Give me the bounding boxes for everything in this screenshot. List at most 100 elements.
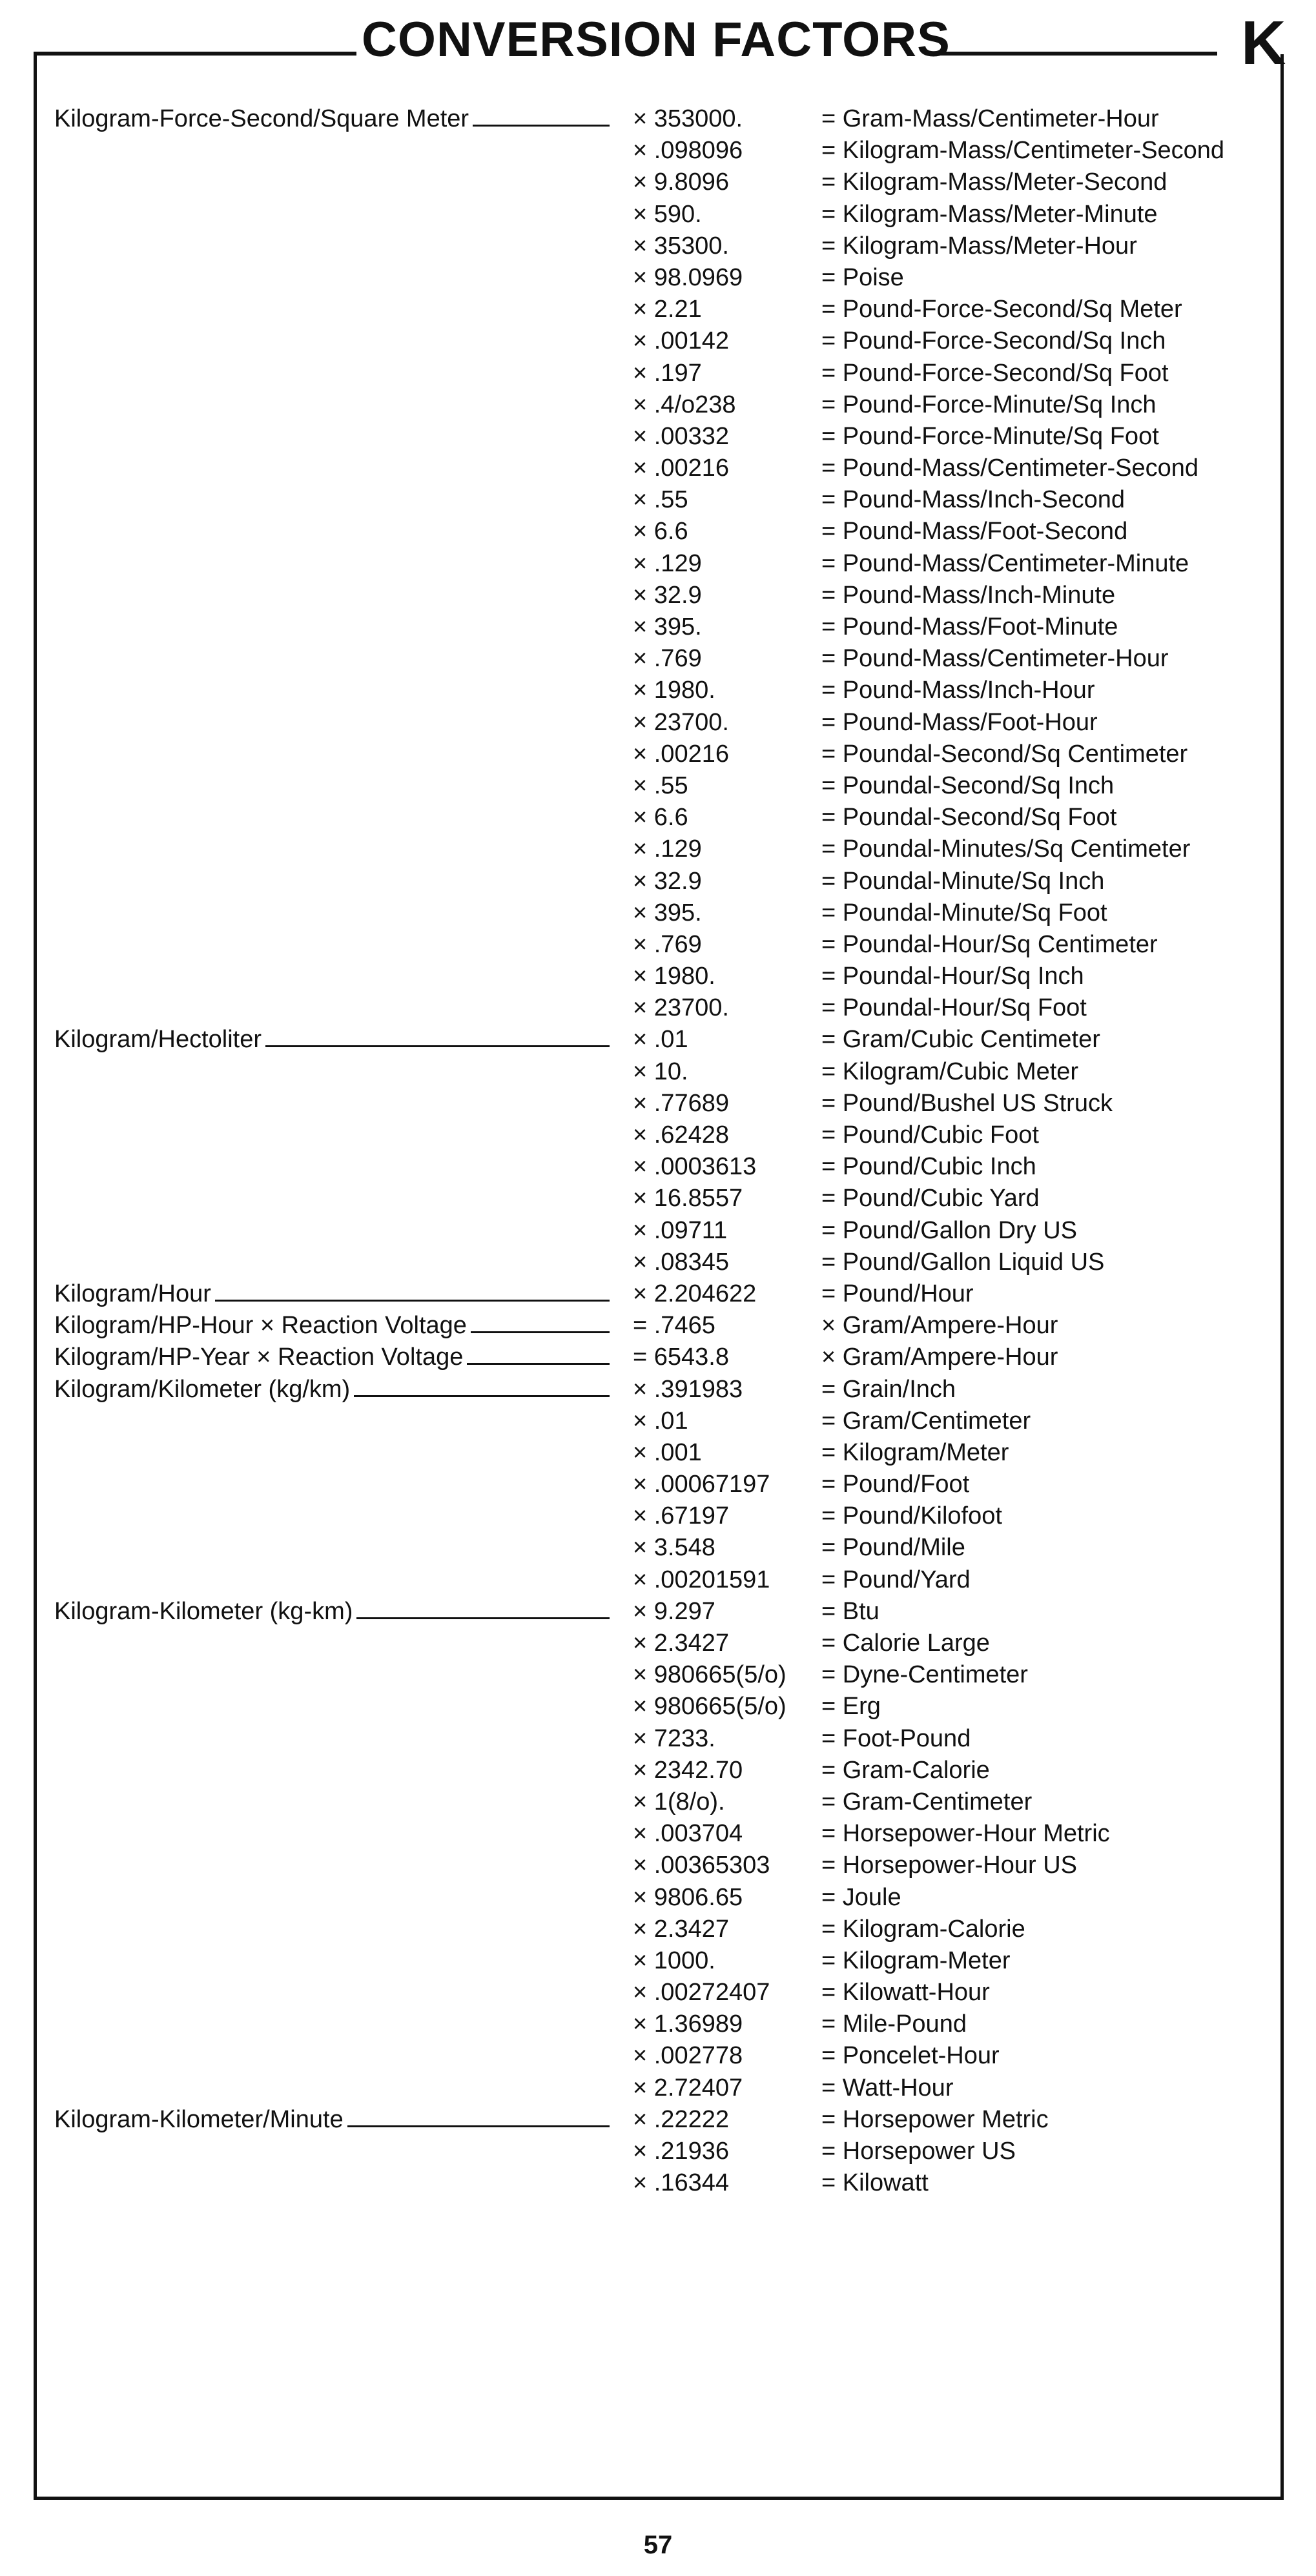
factor: × 353000. (633, 105, 743, 132)
factor: × .09711 (633, 1216, 728, 1244)
result-unit: = Poundal-Second/Sq Centimeter (821, 740, 1188, 768)
factor: × .77689 (633, 1089, 729, 1117)
factor: × .21936 (633, 2138, 729, 2165)
page-title: CONVERSION FACTORS (362, 12, 951, 67)
table-row: × .002778 = Poncelet-Hour (54, 2040, 1281, 2072)
unit-label: Kilogram/HP-Hour × Reaction Voltage (54, 1310, 610, 1342)
factor: × 32.9 (633, 581, 702, 609)
result-unit: = Gram-Calorie (821, 1756, 990, 1784)
table-row: × .09711 = Pound/Gallon Dry US (54, 1215, 1281, 1247)
table-row: Kilogram/HP-Year × Reaction Voltage = 654… (54, 1342, 1281, 1373)
result-unit: = Gram/Centimeter (821, 1407, 1031, 1435)
factor: × 98.0969 (633, 263, 743, 291)
result-unit: = Pound-Force-Second/Sq Foot (821, 359, 1169, 387)
result-unit: = Pound-Mass/Inch-Hour (821, 677, 1095, 704)
factor: × .67197 (633, 1502, 729, 1530)
table-row: × .00142 = Pound-Force-Second/Sq Inch (54, 325, 1281, 357)
result-unit: = Joule (821, 1883, 901, 1911)
table-row: × 3.548 = Pound/Mile (54, 1532, 1281, 1564)
factor: × .391983 (633, 1375, 743, 1403)
table-row: × 2.72407 = Watt-Hour (54, 2072, 1281, 2104)
unit-label-text: Kilogram/Kilometer (kg/km) (54, 1375, 351, 1403)
table-row: × 980665(5/o) = Erg (54, 1691, 1281, 1722)
table-row: × .01 = Gram/Centimeter (54, 1406, 1281, 1437)
factor: × .00365303 (633, 1852, 770, 1879)
leader-line (467, 1344, 610, 1365)
result-unit: = Erg (821, 1693, 881, 1721)
result-unit: × Gram/Ampere-Hour (821, 1344, 1058, 1371)
table-row: × .00332 = Pound-Force-Minute/Sq Foot (54, 421, 1281, 453)
table-row: × .55 = Pound-Mass/Inch-Second (54, 484, 1281, 516)
factor: × .4/o238 (633, 391, 736, 418)
leader-line (347, 2106, 610, 2127)
factor: × .01 (633, 1026, 688, 1054)
result-unit: = Pound-Mass/Foot-Second (821, 518, 1128, 546)
result-unit: = Mile-Pound (821, 2010, 967, 2038)
factor: × .001 (633, 1438, 702, 1466)
table-row: × .77689 = Pound/Bushel US Struck (54, 1088, 1281, 1119)
table-row: × 9806.65 = Joule (54, 1882, 1281, 1914)
result-unit: = Horsepower-Hour US (821, 1852, 1077, 1879)
result-unit: = Horsepower US (821, 2138, 1016, 2165)
result-unit: = Watt-Hour (821, 2074, 954, 2101)
unit-label: Kilogram-Kilometer/Minute (54, 2104, 610, 2136)
table-row: × 1980. = Poundal-Hour/Sq Inch (54, 961, 1281, 992)
unit-label: Kilogram/Hour (54, 1278, 610, 1310)
result-unit: = Horsepower Metric (821, 2105, 1049, 2133)
factor: × .00272407 (633, 1979, 770, 2007)
table-row: × .00216 = Poundal-Second/Sq Centimeter (54, 739, 1281, 770)
header-rule-right (933, 52, 1217, 56)
table-row: × 10. = Kilogram/Cubic Meter (54, 1056, 1281, 1088)
factor: × .08345 (633, 1248, 729, 1276)
table-row: × 2.3427 = Calorie Large (54, 1628, 1281, 1659)
result-unit: = Pound/Cubic Inch (821, 1153, 1036, 1181)
factor: × 2.3427 (633, 1630, 729, 1657)
table-row: × 32.9 = Pound-Mass/Inch-Minute (54, 580, 1281, 611)
unit-label-text: Kilogram/Hectoliter (54, 1026, 262, 1054)
table-row: × .08345 = Pound/Gallon Liquid US (54, 1247, 1281, 1278)
conversion-table: Kilogram-Force-Second/Square Meter × 3530… (54, 103, 1281, 2199)
factor: × .55 (633, 772, 688, 799)
factor: × .769 (633, 645, 702, 673)
result-unit: = Pound-Mass/Centimeter-Second (821, 455, 1199, 482)
result-unit: = Pound/Cubic Foot (821, 1121, 1039, 1149)
factor: × .129 (633, 835, 702, 863)
factor: × 9.8096 (633, 169, 729, 196)
factor: × .55 (633, 486, 688, 514)
table-row: × .197 = Pound-Force-Second/Sq Foot (54, 358, 1281, 389)
result-unit: = Pound/Bushel US Struck (821, 1089, 1113, 1117)
page-number: 57 (643, 2531, 673, 2559)
table-row: × 6.6 = Poundal-Second/Sq Foot (54, 802, 1281, 833)
factor: × .00142 (633, 327, 729, 355)
table-row: × .67197 = Pound/Kilofoot (54, 1500, 1281, 1532)
result-unit: = Poundal-Second/Sq Inch (821, 772, 1115, 799)
result-unit: = Kilowatt (821, 2169, 929, 2197)
factor: × .00067197 (633, 1471, 770, 1498)
factor: × .0003613 (633, 1153, 757, 1181)
result-unit: = Pound/Yard (821, 1566, 971, 1593)
factor: × 980665(5/o) (633, 1661, 787, 1689)
factor: × .769 (633, 930, 702, 958)
table-row: Kilogram-Force-Second/Square Meter × 3530… (54, 103, 1281, 135)
factor: × 23700. (633, 708, 729, 736)
table-row: × .00365303 = Horsepower-Hour US (54, 1850, 1281, 1881)
result-unit: = Gram-Centimeter (821, 1788, 1033, 1815)
result-unit: = Foot-Pound (821, 1724, 971, 1752)
table-row: × 1000. = Kilogram-Meter (54, 1945, 1281, 1977)
result-unit: = Poundal-Minutes/Sq Centimeter (821, 835, 1191, 863)
result-unit: = Pound/Gallon Dry US (821, 1216, 1078, 1244)
leader-line (356, 1598, 610, 1619)
table-row: Kilogram/Hectoliter × .01 = Gram/Cubic Cen… (54, 1024, 1281, 1056)
table-row: Kilogram/Kilometer (kg/km) × .391983 = Gra… (54, 1374, 1281, 1406)
result-unit: = Poundal-Minute/Sq Inch (821, 867, 1105, 895)
result-unit: = Pound/Kilofoot (821, 1502, 1002, 1530)
table-row: × 395. = Poundal-Minute/Sq Foot (54, 897, 1281, 929)
table-row: × .62428 = Pound/Cubic Foot (54, 1119, 1281, 1151)
factor: = 6543.8 (633, 1344, 729, 1371)
result-unit: = Pound-Mass/Inch-Minute (821, 581, 1116, 609)
table-row: × 1.36989 = Mile-Pound (54, 2009, 1281, 2040)
factor: × 16.8557 (633, 1185, 743, 1212)
result-unit: = Kilogram/Cubic Meter (821, 1058, 1079, 1085)
factor: × .62428 (633, 1121, 729, 1149)
result-unit: = Pound-Force-Minute/Sq Inch (821, 391, 1157, 418)
